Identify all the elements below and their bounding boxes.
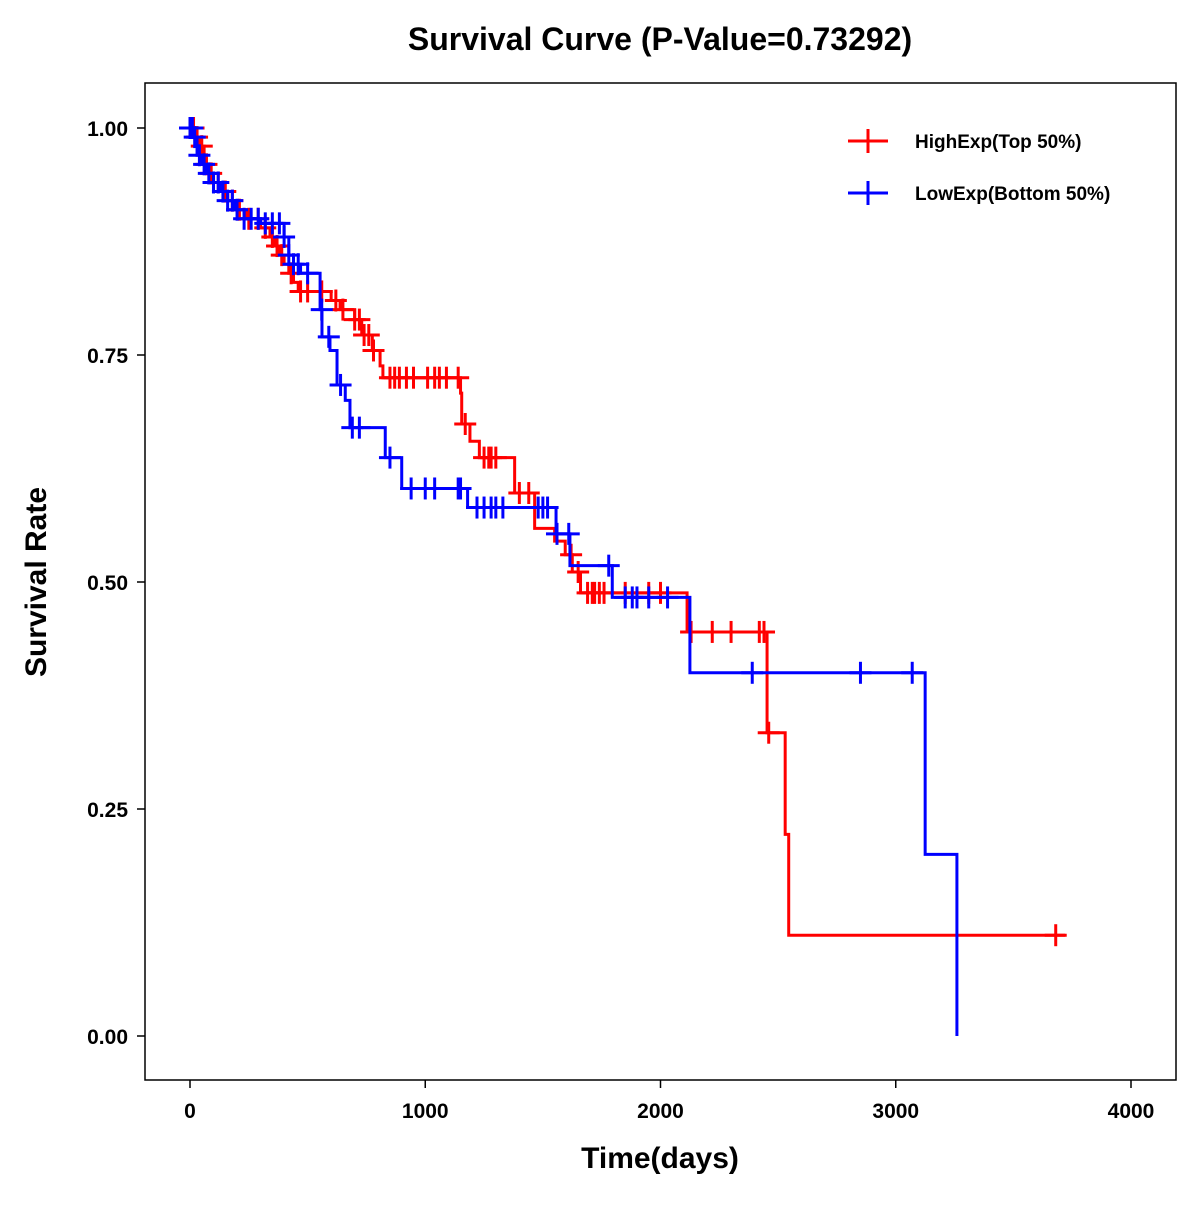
- censor-mark: [207, 171, 230, 194]
- censor-mark: [517, 482, 540, 505]
- censor-mark: [362, 339, 385, 362]
- censor-mark: [753, 620, 776, 643]
- censor-mark: [331, 298, 354, 321]
- legend-item: HighExp(Top 50%): [848, 129, 1081, 153]
- censor-mark: [656, 586, 679, 609]
- y-tick-label: 0.75: [87, 345, 128, 368]
- censor-mark: [757, 721, 780, 744]
- series-0: [180, 117, 1067, 947]
- x-tick-label: 0: [184, 1100, 196, 1123]
- y-tick-label: 1.00: [87, 118, 128, 141]
- series-layer: [179, 117, 1067, 1036]
- censor-mark: [348, 308, 371, 331]
- censor-mark: [310, 298, 333, 321]
- censor-mark: [536, 496, 559, 519]
- censor-mark: [901, 661, 924, 684]
- x-tick-label: 2000: [637, 1100, 684, 1123]
- censor-mark: [348, 416, 371, 439]
- y-tick-label: 0.50: [87, 572, 128, 595]
- censor-mark: [378, 446, 401, 469]
- censor-mark: [449, 477, 472, 500]
- censor-mark: [197, 162, 220, 185]
- censor-mark: [423, 477, 446, 500]
- x-axis-label: Time(days): [581, 1142, 739, 1175]
- survival-step-line: [190, 126, 1066, 937]
- censor-mark: [287, 253, 310, 276]
- censor-mark: [637, 586, 660, 609]
- censor-mark: [557, 522, 580, 545]
- legend-item: LowExp(Bottom 50%): [848, 181, 1110, 205]
- censor-mark: [193, 153, 216, 176]
- censor-mark: [701, 620, 724, 643]
- censor-mark: [268, 212, 291, 235]
- x-axis: 0 1000 2000 3000 4000: [184, 1080, 1154, 1123]
- censor-mark: [357, 324, 380, 347]
- censor-mark: [211, 180, 234, 203]
- plot-frame: [144, 82, 1177, 1081]
- x-tick-label: 3000: [872, 1100, 919, 1123]
- censor-mark: [447, 366, 470, 389]
- censor-mark: [183, 126, 206, 149]
- y-tick-label: 0.00: [87, 1026, 128, 1049]
- censor-mark: [1044, 924, 1067, 947]
- censor-mark: [484, 446, 507, 469]
- censor-mark: [296, 262, 319, 285]
- censor-mark: [181, 117, 204, 139]
- legend-label: LowExp(Bottom 50%): [915, 184, 1110, 205]
- censor-mark: [741, 661, 764, 684]
- censor-mark: [277, 244, 300, 267]
- legend-label: HighExp(Top 50%): [915, 132, 1081, 153]
- censor-mark: [188, 144, 211, 167]
- censor-mark: [317, 325, 340, 348]
- chart-title: Survival Curve (P-Value=0.73292): [408, 21, 912, 57]
- censor-mark: [329, 373, 352, 396]
- y-axis-label: Survival Rate: [20, 487, 53, 677]
- censor-mark: [454, 413, 477, 436]
- x-tick-label: 1000: [402, 1100, 449, 1123]
- censor-mark: [849, 661, 872, 684]
- series-1: [179, 117, 959, 1036]
- censor-mark: [273, 225, 296, 248]
- y-axis: 0.00 0.25 0.50 0.75 1.00: [87, 118, 145, 1049]
- censor-mark: [720, 620, 743, 643]
- x-tick-label: 4000: [1108, 1100, 1155, 1123]
- y-tick-label: 0.25: [87, 799, 128, 822]
- legend: HighExp(Top 50%) LowExp(Bottom 50%): [848, 129, 1110, 205]
- censor-mark: [491, 496, 514, 519]
- censor-mark: [221, 189, 244, 212]
- censor-mark: [597, 554, 620, 577]
